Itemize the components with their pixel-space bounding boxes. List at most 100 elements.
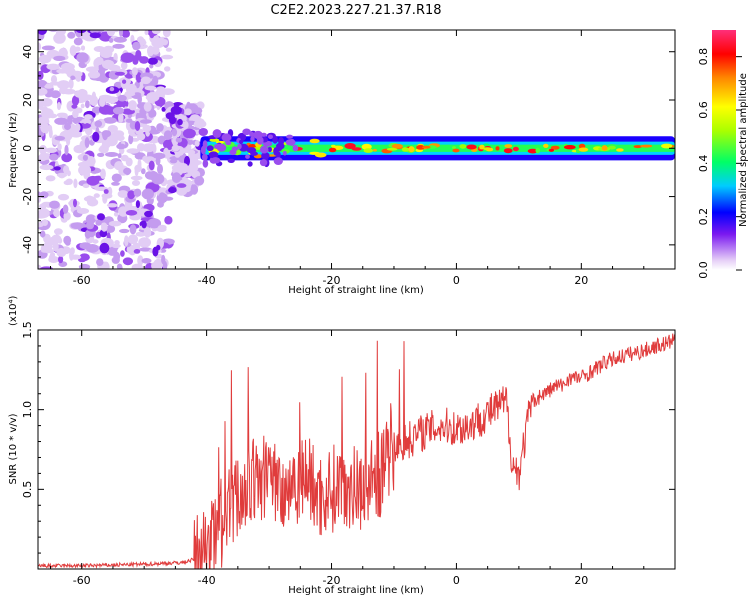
spectrogram-blob [138,237,152,248]
spectrogram-blob [87,71,101,79]
band-spot [633,145,642,149]
band-spot [535,147,541,154]
band-spot [331,144,336,148]
band-edge-blob [259,159,268,167]
band-spot [351,147,362,151]
spectrogram-blob [143,102,152,112]
band-edge-blob [231,146,239,152]
spectrogram-blob [143,227,152,238]
spectrogram-blob [120,250,125,257]
spectrogram-blob [73,117,82,122]
spectrogram-blob [123,167,132,175]
spectrogram-blob [43,233,51,244]
band-spot [452,146,456,149]
spectrogram-blob [39,164,54,171]
spectrogram-blob [117,153,122,159]
spectrogram-blob [38,54,52,64]
spectrogram-y-tick-label: 40 [21,45,34,59]
spectrogram-blob [129,30,141,32]
band-spot [452,148,460,153]
band-edge-blob [273,147,279,156]
spectrogram-blob [56,68,69,74]
spectrogram-blob [83,119,87,124]
spectrogram-blob [156,244,161,251]
spectrogram-blob [44,84,54,89]
snr-series-line [38,333,675,569]
band-spot [459,144,467,149]
spectrogram-blob [64,122,71,131]
colorbar-tick-label: 0.8 [697,48,710,66]
spectrogram-blob [171,172,182,184]
snr-y-tick-label: 1.5 [21,321,34,339]
spectrogram-blob [151,30,161,35]
spectrogram-blob [132,242,141,252]
band-spot [601,145,608,151]
spectrogram-blob [156,86,166,92]
spectrogram-blob [132,41,141,51]
spectrogram-blob [117,190,129,198]
spectrogram-x-tick-label: -20 [323,274,341,287]
spectrogram-blob [100,49,107,56]
spectrogram-blob [50,75,58,84]
band-spot [209,138,220,142]
spectrogram-blob [163,130,173,141]
spectrogram-blob [124,235,129,247]
spectrogram-blob [85,156,96,167]
spectrogram-blob [97,213,105,221]
spectrogram-blob [174,152,181,158]
spectrogram-blob [148,111,155,118]
spectrogram-blob [165,47,172,52]
spectrogram-blob [38,154,47,162]
spectrogram-blob [70,131,83,138]
spectrogram-blob [182,148,189,154]
band-edge-blob [250,151,258,156]
spectrogram-blob [151,45,160,55]
band-edge-blob [237,143,242,150]
spectrogram-blob [113,251,121,262]
spectrogram-blob [49,153,59,161]
colorbar-tick-label: 0.6 [697,101,710,119]
spectrogram-blob [73,198,77,208]
spectrogram-blob [125,118,133,123]
spectrogram-blob [44,147,58,153]
spectrogram-blob [76,208,90,214]
spectrogram-blob [53,55,66,62]
spectrogram-blob [103,117,117,124]
band-edge-blob [253,130,263,140]
spectrogram-blob [99,242,110,254]
spectrogram-blob [140,76,152,85]
spectrogram-blob [63,211,71,221]
spectrogram-blob [54,117,68,125]
spectrogram-blob [194,140,200,147]
spectrogram-blob [70,247,75,255]
spectrogram-blob [120,52,135,63]
spectrogram-x-tick-label: 0 [453,274,460,287]
spectrogram-blob [107,125,119,133]
spectrogram-blob [144,85,157,91]
spectrogram-blob [147,218,162,229]
spectrogram-blob [108,37,114,43]
spectrogram-blob [113,212,119,217]
snr-panel: -60 -40 -20 0 20 0.5 1.0 1.5 Height of straight… [8,295,676,596]
spectrogram-blob [56,102,62,110]
spectrogram-blob [111,181,120,186]
spectrogram-blob [187,149,196,156]
band-spot [640,144,653,148]
spectrogram-blob [112,107,125,115]
spectrogram-blob [111,243,121,249]
spectrogram-blob [74,90,85,98]
snr-x-tick-label: -60 [73,574,91,587]
spectrogram-blob [170,106,182,115]
band-edge-blob [202,140,208,149]
spectrogram-blob [134,121,141,131]
band-spot [314,152,327,158]
spectrogram-blob [52,241,59,252]
snr-y-tick-label: 0.5 [21,481,34,499]
snr-ticks: -60 -40 -20 0 20 0.5 1.0 1.5 [21,321,676,587]
spectrogram-blob [73,178,78,189]
spectrogram-blob [176,183,187,188]
spectrogram-blob [135,72,142,83]
band-spot [344,143,356,149]
spectrogram-blob [105,152,119,157]
figure-title: C2E2.2023.227.21.37.R18 [270,3,441,18]
